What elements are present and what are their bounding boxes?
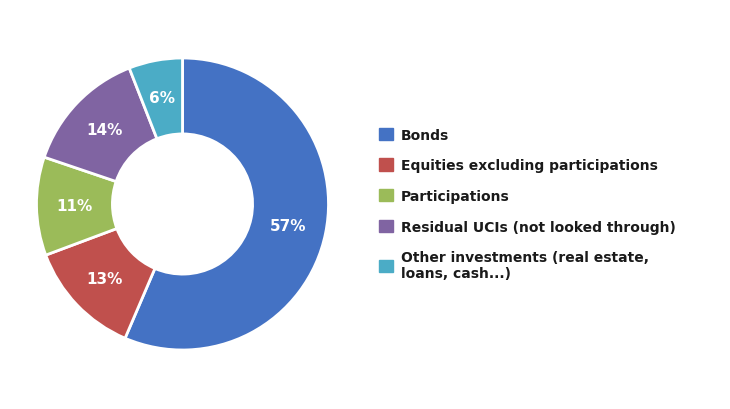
Text: 13%: 13% <box>86 272 123 286</box>
Text: 57%: 57% <box>270 219 307 234</box>
Wedge shape <box>45 69 157 182</box>
Wedge shape <box>46 229 155 338</box>
Text: 11%: 11% <box>56 199 93 213</box>
Text: 14%: 14% <box>86 123 123 137</box>
Text: 6%: 6% <box>150 91 175 106</box>
Legend: Bonds, Equities excluding participations, Participations, Residual UCIs (not loo: Bonds, Equities excluding participations… <box>372 121 683 288</box>
Wedge shape <box>129 59 182 139</box>
Wedge shape <box>36 158 117 256</box>
Wedge shape <box>125 59 328 350</box>
